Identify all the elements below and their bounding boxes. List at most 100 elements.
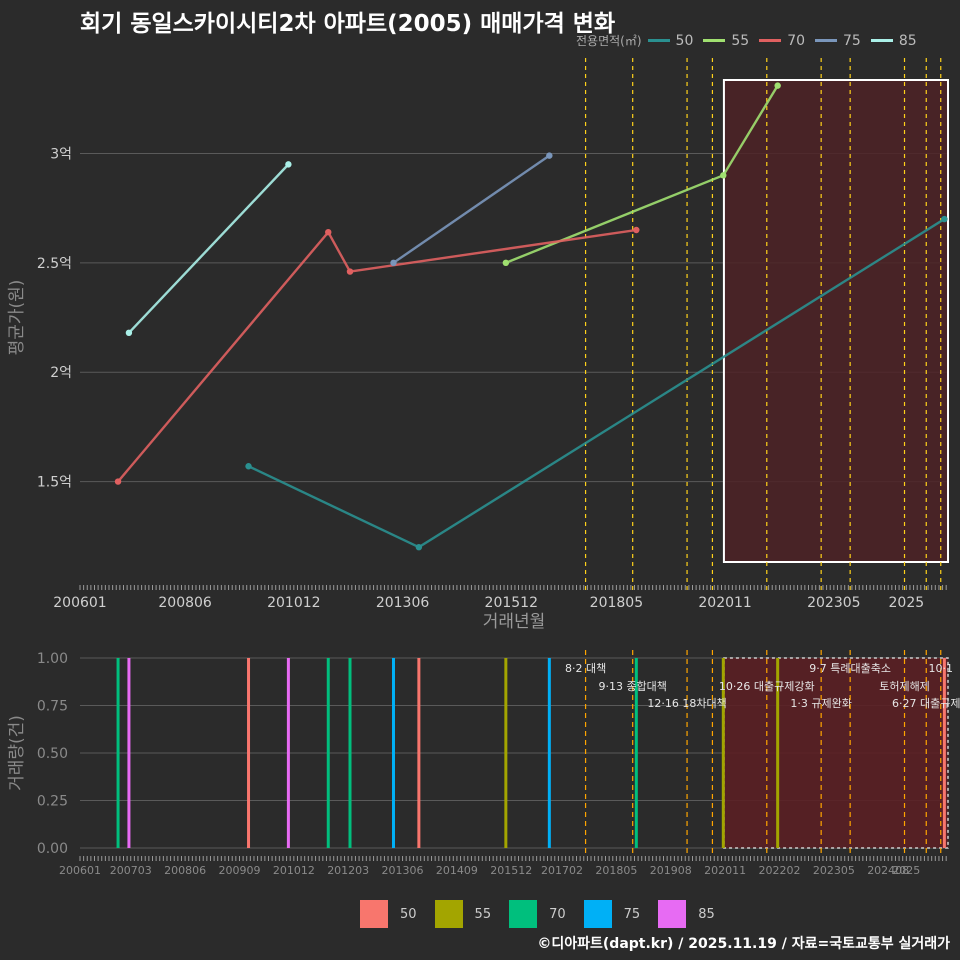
volume-x-tick-label: 201409 — [436, 864, 478, 877]
volume-x-tick-label: 201512 — [490, 864, 532, 877]
volume-policy-label: 8·2 대책 — [565, 662, 606, 675]
volume-x-tick-label: 200601 — [59, 864, 101, 877]
price-point-75 — [390, 259, 397, 267]
price-x-tick-label: 2025 — [889, 595, 925, 611]
price-point-70 — [325, 228, 332, 236]
price-x-tick-label: 200601 — [53, 595, 106, 611]
volume-x-tick-label: 202202 — [758, 864, 800, 877]
price-point-50 — [415, 543, 423, 551]
price-x-tick-label: 200806 — [158, 595, 212, 611]
price-y-tick-label: 3억 — [50, 146, 72, 162]
volume-bar-85 — [286, 658, 290, 848]
volume-y-tick-label: 0.25 — [37, 794, 68, 810]
volume-x-tick-label: 2025 — [892, 864, 920, 877]
price-point-85 — [125, 329, 133, 337]
price-y-tick-label: 1.5억 — [37, 475, 72, 491]
volume-bar-70 — [116, 658, 120, 848]
volume-legend-item-75: 75 — [583, 900, 640, 928]
price-x-tick-label: 202011 — [698, 595, 751, 611]
volume-x-tick-label: 202408 — [867, 864, 909, 877]
legend-line-85 — [870, 39, 893, 42]
price-line-70 — [117, 228, 637, 483]
legend-item-85: 85 — [870, 33, 917, 49]
price-point-70 — [633, 226, 640, 234]
price-legend: 전용면적(㎡) 50 55 70 75 85 — [576, 32, 927, 49]
legend-line-75 — [815, 39, 838, 42]
volume-y-tick-label: 0.00 — [37, 841, 68, 857]
volume-bar-55 — [776, 658, 780, 848]
legend-line-70 — [759, 39, 782, 42]
volume-legend-item-55: 55 — [434, 900, 491, 928]
volume-bar-50 — [247, 658, 251, 848]
volume-legend-item-70: 70 — [509, 900, 566, 928]
price-line-75 — [392, 154, 551, 264]
volume-bar-85 — [127, 658, 131, 848]
volume-x-tick-label: 201306 — [382, 864, 424, 877]
legend-item-75: 75 — [815, 33, 861, 49]
volume-bar-75 — [391, 658, 395, 848]
volume-policy-label: 토허제해제 — [879, 679, 930, 693]
volume-policy-label: 10·1 — [929, 662, 954, 675]
volume-bar-70 — [634, 658, 638, 848]
price-point-50 — [245, 463, 252, 470]
legend-line-50 — [647, 39, 670, 42]
price-point-75 — [546, 152, 553, 159]
chart-title: 회기 동일스카이시티2차 아파트(2005) 매매가격 변화 — [80, 11, 616, 37]
volume-x-tick-label: 201203 — [327, 864, 369, 877]
volume-x-tick-label: 200909 — [218, 864, 260, 877]
volume-y-tick-label: 0.50 — [37, 746, 68, 762]
volume-x-tick-label: 200806 — [164, 864, 206, 877]
price-x-tick-label: 201306 — [376, 595, 430, 611]
volume-bar-75 — [547, 658, 551, 848]
legend-line-55 — [703, 39, 726, 42]
volume-y-axis-title: 거래량(건) — [7, 715, 27, 791]
price-line-85 — [128, 163, 290, 334]
source-footer: ©디아파트(dapt.kr) / 2025.11.19 / 자료=국토교통부 실… — [537, 936, 950, 952]
price-x-tick-label: 201805 — [590, 595, 643, 611]
volume-y-tick-label: 0.75 — [37, 699, 68, 715]
price-point-70 — [346, 268, 354, 275]
legend-item-70: 70 — [759, 33, 805, 49]
volume-x-tick-label: 202011 — [704, 864, 746, 877]
price-point-55 — [502, 259, 510, 267]
volume-policy-label: 9·13 종합대책 — [598, 680, 666, 693]
volume-bar-55 — [504, 658, 508, 848]
volume-policy-label: 12·16 18차대책 — [647, 697, 726, 710]
price-point-70 — [114, 478, 122, 485]
volume-highlight-box — [723, 657, 949, 849]
volume-policy-label: 1·3 규제완화 — [790, 697, 851, 710]
volume-x-tick-label: 201805 — [595, 864, 637, 877]
volume-policy-label: 6·27 대출규제 — [892, 697, 960, 710]
volume-bar-50 — [417, 658, 421, 848]
volume-y-tick-label: 1.00 — [37, 651, 68, 667]
legend-title: 전용면적(㎡) — [576, 34, 642, 48]
price-y-tick-label: 2.5억 — [37, 256, 72, 272]
volume-x-tick-label: 201702 — [541, 864, 583, 877]
volume-bar-70 — [326, 658, 330, 848]
volume-bar-50 — [942, 658, 946, 848]
volume-bar-55 — [721, 658, 725, 848]
volume-x-tick-label: 201908 — [650, 864, 692, 877]
volume-bar-70 — [348, 658, 352, 848]
volume-policy-label: 10·26 대출규제강화 — [719, 680, 815, 693]
price-x-tick-label: 201512 — [485, 595, 538, 611]
price-point-55 — [720, 172, 727, 179]
legend-item-55: 55 — [703, 33, 749, 49]
volume-legend-item-50: 50 — [360, 900, 417, 928]
price-point-50 — [941, 215, 948, 223]
price-y-tick-label: 2억 — [50, 365, 72, 381]
price-point-85 — [285, 161, 292, 168]
price-x-axis-title: 거래년월 — [483, 612, 546, 632]
legend-item-50: 50 — [647, 33, 693, 49]
volume-x-tick-label: 202305 — [813, 864, 855, 877]
volume-legend-item-85: 85 — [658, 900, 715, 928]
price-highlight-box — [722, 79, 949, 563]
price-x-tick-label: 201012 — [267, 595, 320, 611]
volume-x-tick-label: 200703 — [110, 864, 152, 877]
price-y-axis-title: 평균가(원) — [7, 280, 27, 356]
price-point-55 — [774, 82, 781, 89]
volume-legend: 50 55 70 75 85 — [360, 900, 733, 928]
volume-x-tick-label: 201012 — [273, 864, 315, 877]
volume-policy-label: 9·7 특례대출축소 — [809, 662, 891, 675]
